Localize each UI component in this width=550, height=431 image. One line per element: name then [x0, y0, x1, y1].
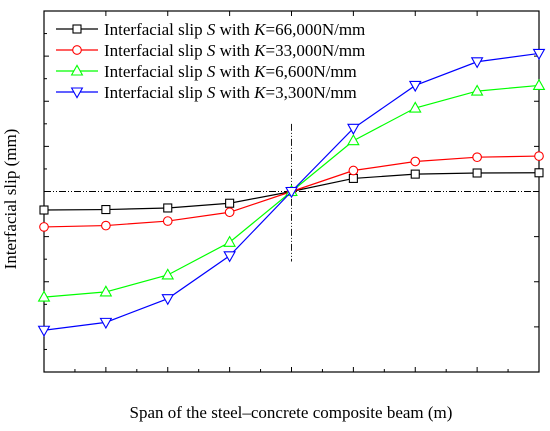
legend-label: Interfacial slip S with K=6,600N/mm [104, 62, 357, 81]
data-point [472, 152, 482, 163]
data-point [470, 84, 484, 96]
legend-swatch-marker [72, 45, 82, 55]
legend-label-var: S [207, 20, 216, 39]
legend-label-value: =3,300N/mm [265, 83, 356, 102]
data-point [161, 268, 175, 280]
data-point [347, 123, 360, 136]
series-layer [37, 48, 546, 337]
data-point [223, 235, 236, 247]
data-point [161, 294, 175, 306]
legend-label: Interfacial slip S with K=33,000N/mm [104, 41, 365, 60]
data-point [285, 186, 298, 199]
legend-swatch-marker [72, 24, 82, 34]
legend-label-value: =6,600N/mm [265, 62, 356, 81]
legend-label-prefix: Interfacial slip [104, 20, 207, 39]
data-point [534, 151, 544, 161]
data-point [408, 80, 422, 93]
x-axis-label: Span of the steel–concrete composite bea… [130, 403, 453, 422]
data-point [39, 205, 49, 215]
data-point [163, 203, 173, 213]
legend-label-value: =66,000N/mm [265, 20, 365, 39]
legend-label-k: K [253, 41, 267, 60]
data-point [472, 168, 482, 178]
data-point [410, 156, 421, 167]
data-point [534, 168, 544, 178]
legend-label: Interfacial slip S with K=3,300N/mm [104, 83, 357, 102]
data-point [348, 173, 358, 183]
axis-ticks [43, 10, 540, 373]
legend: Interfacial slip S with K=66,000N/mmInte… [56, 20, 365, 102]
legend-item-2: Interfacial slip S with K=33,000N/mm [56, 41, 365, 60]
legend-label-k: K [253, 62, 267, 81]
legend-swatch-marker [70, 64, 84, 76]
legend-label-value: =33,000N/mm [265, 41, 365, 60]
legend-label-prefix: Interfacial slip [104, 41, 207, 60]
data-point [162, 216, 173, 226]
legend-item-1: Interfacial slip S with K=66,000N/mm [56, 20, 365, 39]
legend-item-3: Interfacial slip S with K=6,600N/mm [56, 62, 357, 81]
data-point [223, 251, 236, 263]
legend-label-mid: with [215, 20, 254, 39]
legend-label-var: S [207, 62, 216, 81]
y-axis-label: Interfacial slip (mm) [1, 129, 20, 270]
legend-label-prefix: Interfacial slip [104, 83, 207, 102]
legend-label-mid: with [215, 62, 254, 81]
legend-label-prefix: Interfacial slip [104, 62, 207, 81]
reference-lines [44, 123, 539, 262]
data-point [101, 220, 111, 231]
legend-item-4: Interfacial slip S with K=3,300N/mm [56, 83, 357, 102]
data-point [101, 205, 111, 215]
legend-label-k: K [253, 20, 267, 39]
data-point [348, 165, 359, 176]
legend-label: Interfacial slip S with K=66,000N/mm [104, 20, 365, 39]
series-4 [37, 48, 546, 337]
data-point [99, 317, 113, 330]
legend-label-mid: with [215, 41, 254, 60]
data-point [532, 78, 546, 91]
data-point [532, 48, 546, 61]
data-point [225, 198, 235, 208]
data-point [347, 134, 360, 146]
legend-label-k: K [253, 83, 267, 102]
data-point [39, 222, 49, 232]
data-point [37, 290, 51, 302]
legend-label-var: S [207, 41, 216, 60]
data-point [224, 207, 235, 218]
legend-label-var: S [207, 83, 216, 102]
data-point [99, 285, 113, 297]
legend-label-mid: with [215, 83, 254, 102]
data-point [408, 101, 422, 113]
data-point [37, 325, 51, 337]
data-point [410, 169, 420, 179]
data-point [470, 57, 484, 69]
legend-swatch-marker [70, 87, 84, 99]
